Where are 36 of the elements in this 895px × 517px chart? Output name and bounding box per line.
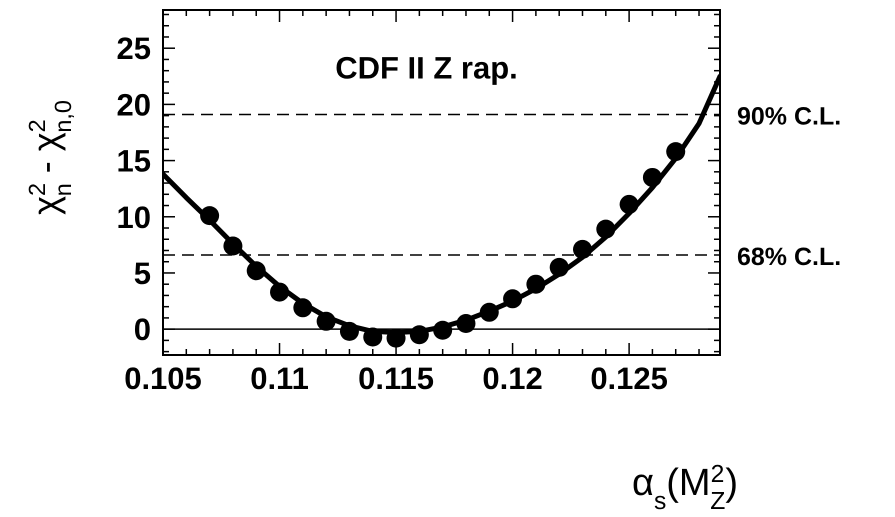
point <box>480 302 499 322</box>
text: CDF II Z rap. <box>335 50 518 86</box>
x-axis-title: α$_{s}$(M$^{2}$$_{Z}$) <box>632 460 738 514</box>
point <box>503 289 522 308</box>
x-tick-label: 0.115 <box>358 361 434 396</box>
point <box>293 298 312 318</box>
point <box>596 220 616 239</box>
point <box>200 206 220 226</box>
point <box>573 240 592 259</box>
point <box>642 168 662 187</box>
ref-line-label: 90% C.L. <box>737 102 842 131</box>
ref-line-label: 68% C.L. <box>737 242 842 271</box>
point <box>620 194 639 214</box>
point <box>456 314 476 334</box>
y-tick-label: 5 <box>134 256 151 291</box>
x-tick-label: 0.125 <box>590 361 668 396</box>
x-tick-label: 0.12 <box>482 361 543 396</box>
y-tick-label: 0 <box>134 312 151 348</box>
point <box>666 142 686 162</box>
y-tick-label: 25 <box>116 31 151 66</box>
point <box>410 325 429 344</box>
x-tick-label: 0.105 <box>124 361 202 396</box>
point <box>433 320 452 340</box>
point <box>223 236 242 256</box>
point <box>270 282 290 302</box>
point <box>526 274 546 294</box>
point <box>246 261 266 280</box>
point <box>386 328 406 348</box>
y-tick-label: 20 <box>116 87 151 122</box>
x-tick-label: 0.11 <box>250 361 309 396</box>
point <box>550 258 569 277</box>
point <box>316 312 336 331</box>
point <box>363 328 382 347</box>
point <box>340 322 359 341</box>
y-tick-label: 10 <box>116 200 151 235</box>
y-tick-label: 15 <box>116 144 151 179</box>
